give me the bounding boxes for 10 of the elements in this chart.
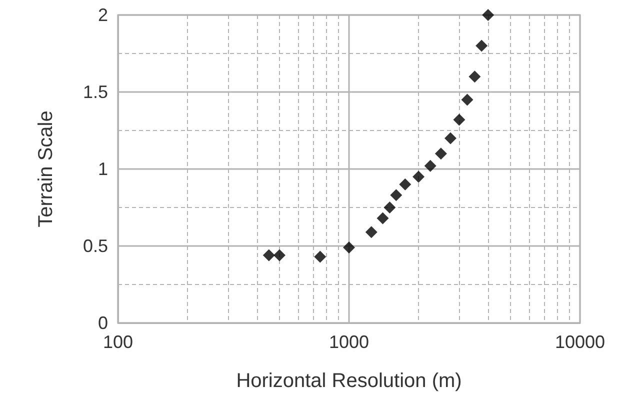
x-axis-title: Horizontal Resolution (m) — [236, 370, 462, 392]
y-tick-label: 0.5 — [82, 236, 108, 256]
x-tick-label: 10000 — [554, 332, 606, 352]
y-tick-label: 1 — [98, 159, 108, 179]
y-tick-label: 1.5 — [82, 82, 108, 102]
y-tick-label: 2 — [98, 5, 108, 25]
x-tick-label: 100 — [102, 332, 134, 352]
y-tick-label: 0 — [98, 313, 108, 333]
y-axis-title: Terrain Scale — [35, 110, 57, 228]
x-tick-label: 1000 — [328, 332, 370, 352]
